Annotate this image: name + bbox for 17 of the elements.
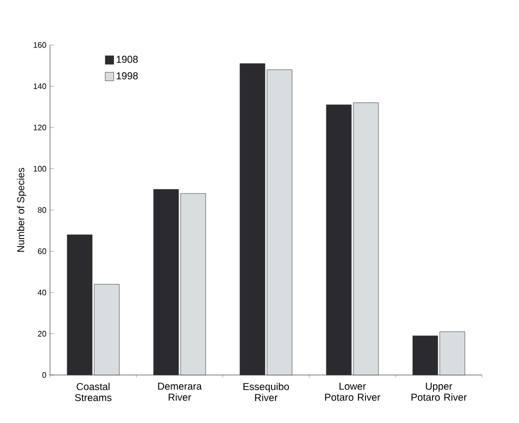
y-tick-label: 120	[34, 124, 46, 130]
x-tick-label: Lower Potaro River	[325, 382, 380, 401]
y-tick-label: 80	[38, 207, 46, 213]
y-tick-label: 100	[34, 166, 46, 172]
x-tick-label: Upper Potaro River	[412, 382, 467, 401]
y-tick-label: 0	[42, 372, 46, 378]
legend-label: 1908	[116, 56, 138, 63]
x-tick-label: Demerara River	[158, 382, 202, 401]
y-axis-title: Number of Species	[16, 168, 26, 252]
y-tick-label: 140	[34, 83, 46, 90]
x-tick-label: Essequibo River	[243, 382, 289, 402]
y-tick-label: 60	[38, 248, 46, 254]
y-tick-label: 40	[38, 290, 46, 296]
y-tick-label: 160	[34, 42, 46, 48]
x-tick-label: Coastal Streams	[75, 382, 112, 402]
legend-label: 1998	[116, 72, 138, 80]
y-tick-label: 20	[38, 330, 46, 337]
